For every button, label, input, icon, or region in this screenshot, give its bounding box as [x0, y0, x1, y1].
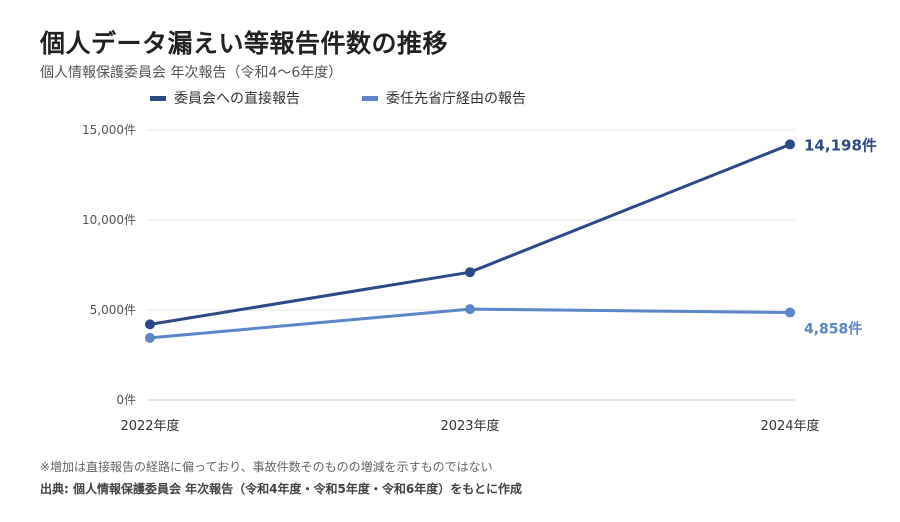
- source-note: 出典: 個人情報保護委員会 年次報告（令和4年度・令和5年度・令和6年度）をもと…: [40, 482, 522, 496]
- legend-item-direct: 委員会への直接報告: [150, 88, 300, 108]
- data-point-1: [145, 319, 155, 330]
- series-line-1: [148, 142, 792, 326]
- x-tick-label: 2023年度: [440, 418, 499, 434]
- x-tick-label: 2022年度: [120, 418, 179, 434]
- y-tick-label: 0件: [116, 393, 136, 407]
- y-tick-label: 5,000件: [90, 303, 136, 317]
- data-point-2: [145, 332, 155, 343]
- legend-label-direct: 委員会への直接報告: [174, 91, 300, 107]
- legend-swatch-ministry: [362, 95, 378, 101]
- data-point-1: [465, 267, 475, 278]
- legend-item-ministry: 委任先省庁経由の報告: [362, 88, 526, 108]
- footnote: ※増加は直接報告の経路に偏っており、事故件数そのものの増減を示すものではない: [40, 460, 493, 474]
- legend: 委員会への直接報告 委任先省庁経由の報告: [150, 88, 526, 108]
- data-point-1: [785, 139, 795, 150]
- data-point-2: [785, 307, 795, 318]
- x-tick-label: 2024年度: [760, 418, 819, 434]
- end-value-label-1: 14,198件: [804, 136, 877, 154]
- y-tick-label: 15,000件: [82, 123, 136, 137]
- legend-swatch-direct: [150, 95, 166, 101]
- y-tick-label: 10,000件: [82, 213, 136, 227]
- chart-title: 個人データ漏えい等報告件数の推移: [40, 29, 449, 58]
- end-value-label-2: 4,858件: [804, 321, 862, 338]
- legend-label-ministry: 委任先省庁経由の報告: [386, 91, 526, 107]
- data-point-2: [465, 304, 475, 315]
- chart-subtitle: 個人情報保護委員会 年次報告（令和4〜6年度）: [40, 65, 343, 81]
